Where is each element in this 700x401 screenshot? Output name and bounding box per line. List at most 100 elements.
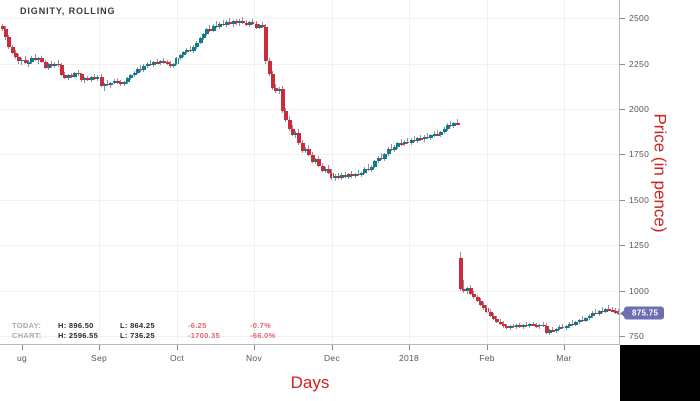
- candle-body: [366, 168, 371, 170]
- gridline-horizontal: [0, 154, 619, 156]
- candle-body: [590, 312, 595, 316]
- time-axis-label: ug: [16, 353, 28, 363]
- candle-body: [448, 124, 453, 127]
- stats-chart-percent: -66.0%: [250, 330, 276, 340]
- price-axis-label: 2500: [629, 13, 650, 24]
- price-axis-tick: [620, 245, 625, 247]
- candle-body: [409, 139, 414, 143]
- candle-body: [613, 311, 618, 313]
- candle-body: [112, 81, 117, 83]
- candle-body: [544, 325, 549, 333]
- candle-body: [475, 297, 480, 302]
- candle-body: [300, 143, 305, 152]
- price-axis-tick: [620, 154, 625, 156]
- candle-body: [577, 319, 582, 323]
- candle-body: [316, 159, 321, 166]
- candle-body: [541, 324, 546, 327]
- candle-body: [333, 175, 338, 179]
- candle-body: [194, 42, 199, 47]
- candle-body: [92, 77, 97, 79]
- candle-body: [564, 325, 569, 328]
- stats-today-label: TODAY:: [12, 320, 42, 330]
- candle-wick: [38, 57, 39, 64]
- candle-body: [379, 157, 384, 160]
- candle-body: [240, 20, 245, 23]
- candle-wick: [150, 60, 151, 67]
- stats-chart-label: CHART:: [12, 330, 42, 340]
- candle-wick: [78, 69, 79, 76]
- candle-wick: [500, 318, 501, 325]
- candle-body: [395, 143, 400, 147]
- candle-body: [491, 315, 496, 319]
- candle-wick: [526, 322, 527, 327]
- candle-body: [415, 138, 420, 141]
- candle-body: [458, 257, 463, 289]
- candle-body: [494, 318, 499, 322]
- price-axis-tick: [620, 18, 625, 20]
- candle-body: [455, 123, 460, 125]
- candle-body: [560, 326, 565, 329]
- candle-wick: [157, 59, 158, 65]
- candle-body: [273, 88, 278, 92]
- candle-body: [610, 310, 615, 312]
- candle-body: [198, 38, 203, 43]
- candle-body: [524, 324, 529, 327]
- candle-body: [141, 65, 146, 71]
- candle-body: [386, 148, 391, 154]
- candle-body: [336, 175, 341, 178]
- candle-body: [231, 21, 236, 24]
- candle-wick: [391, 144, 392, 152]
- candle-body: [570, 323, 575, 326]
- candle-body: [323, 168, 328, 172]
- candle-wick: [506, 323, 507, 329]
- candle-body: [270, 74, 275, 89]
- candle-body: [468, 288, 473, 294]
- candle-body: [356, 173, 361, 176]
- candle-body: [128, 74, 133, 79]
- price-axis[interactable]: 750 1000 1250 1500 1750 2000 2250 2500 875.75: [619, 0, 700, 345]
- candle-body: [89, 77, 94, 80]
- candle-body: [135, 68, 140, 73]
- plot-area[interactable]: [0, 0, 620, 345]
- candle-wick: [167, 59, 168, 66]
- candle-wick: [190, 46, 191, 53]
- candle-body: [418, 138, 423, 140]
- price-axis-tick: [620, 335, 625, 337]
- candle-body: [138, 68, 143, 71]
- gridline-horizontal: [0, 108, 619, 110]
- candle-body: [125, 78, 130, 83]
- candle-body: [280, 88, 285, 111]
- candle-body: [188, 49, 193, 52]
- candle-body: [244, 22, 249, 26]
- candle-body: [353, 173, 358, 177]
- candle-body: [412, 139, 417, 142]
- gridline-vertical: [99, 0, 100, 344]
- time-axis-tick: [409, 345, 410, 350]
- chart-title: DIGNITY, ROLLING: [20, 6, 116, 16]
- candle-body: [181, 52, 186, 56]
- candle-wick: [595, 308, 596, 315]
- candle-body: [155, 62, 160, 64]
- candle-body: [346, 174, 351, 178]
- candle-body: [359, 172, 364, 176]
- candle-body: [587, 315, 592, 319]
- candle-wick: [543, 322, 544, 327]
- price-axis-label: 1250: [629, 240, 650, 251]
- candle-body: [56, 63, 61, 66]
- time-axis-tick: [487, 345, 488, 350]
- stats-row-chart: CHART: H: 2596.55 L: 736.25 -1700.35 -66…: [12, 330, 276, 340]
- candle-wick: [28, 60, 29, 68]
- current-price-badge[interactable]: 875.75: [619, 306, 665, 320]
- candle-body: [148, 63, 153, 66]
- candle-body: [339, 174, 344, 178]
- candle-body: [263, 26, 268, 62]
- time-axis[interactable]: ug Sep Oct Nov Dec 2018 Feb Mar: [0, 345, 620, 370]
- candle-body: [224, 22, 229, 26]
- candle-body: [517, 325, 522, 327]
- candle-wick: [615, 308, 616, 314]
- candle-body: [29, 57, 34, 63]
- candle-body: [583, 318, 588, 321]
- candle-body: [191, 46, 196, 52]
- time-axis-tick: [254, 345, 255, 350]
- candle-body: [151, 62, 156, 65]
